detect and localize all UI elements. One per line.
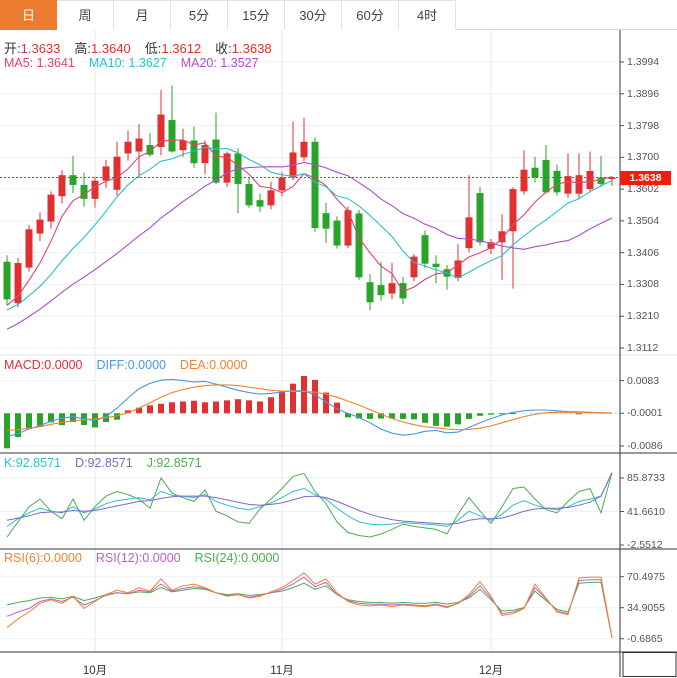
price-axis-label: 1.3112 xyxy=(627,342,659,355)
rsi-axis-label: 70.4975 xyxy=(627,570,665,583)
macd-value: MACD:0.0000 xyxy=(4,358,83,372)
low-label: 低: xyxy=(144,41,162,56)
tab-30min[interactable]: 30分 xyxy=(285,0,342,30)
price-axis-label: 1.3896 xyxy=(627,87,660,100)
tab-4hour[interactable]: 4时 xyxy=(399,0,456,30)
rsi-axis-label: -0.6865 xyxy=(627,632,663,645)
ma-legend: MA5: 1.3641 MA10: 1.3627 MA20: 1.3527 xyxy=(4,56,259,70)
rsi24-value: RSI(24):0.0000 xyxy=(194,551,280,565)
dea-value: DEA:0.0000 xyxy=(180,358,248,372)
d-value: D:92.8571 xyxy=(75,456,133,470)
kdj-axis-label: 85.8733 xyxy=(627,472,665,484)
kdj-axis-label: -2.5512 xyxy=(627,539,663,551)
j-value: J:92.8571 xyxy=(146,456,202,470)
diff-value: DIFF:0.0000 xyxy=(96,358,166,372)
close-value: 1.3638 xyxy=(231,41,272,56)
macd-axis-label: -0.0086 xyxy=(627,440,663,452)
price-axis-label: 1.3700 xyxy=(627,151,660,164)
xaxis-label-nov: 11月 xyxy=(270,665,294,677)
macd-axis-label: 0.0083 xyxy=(627,374,660,387)
close-label: 收: xyxy=(215,41,232,56)
rsi-legend: RSI(6):0.0000 RSI(12):0.0000 RSI(24):0.0… xyxy=(4,551,279,565)
chart-area: 开:1.3633 高:1.3640 低:1.3612 收:1.3638 MA5:… xyxy=(0,30,677,677)
period-tabbar: 日 周 月 5分 15分 30分 60分 4时 xyxy=(0,0,677,30)
ma20-value: MA20: 1.3527 xyxy=(180,56,259,70)
open-label: 开: xyxy=(4,41,21,56)
macd-axis-label: -0.0001 xyxy=(627,407,663,420)
price-axis-label: 1.3210 xyxy=(627,310,660,323)
tab-5min[interactable]: 5分 xyxy=(171,0,228,30)
rsi6-value: RSI(6):0.0000 xyxy=(4,551,82,565)
rsi-axis-label: 34.9055 xyxy=(627,601,665,614)
price-axis-label: 1.3504 xyxy=(627,214,660,227)
ma5-value: MA5: 1.3641 xyxy=(4,56,75,70)
xaxis-label-dec: 12月 xyxy=(478,665,504,677)
tab-60min[interactable]: 60分 xyxy=(342,0,399,30)
k-value: K:92.8571 xyxy=(4,456,61,470)
price-axis-label: 1.3994 xyxy=(627,56,660,68)
kdj-axis-label: 41.6610 xyxy=(627,505,665,518)
price-axis-label: 1.3798 xyxy=(627,119,660,132)
price-axis-label: 1.3308 xyxy=(627,278,660,291)
chart-canvas[interactable] xyxy=(0,30,677,677)
ohlc-legend: 开:1.3633 高:1.3640 低:1.3612 收:1.3638 xyxy=(4,38,272,57)
last-price-badge: 1.3638 xyxy=(620,171,671,185)
ma10-value: MA10: 1.3627 xyxy=(88,56,167,70)
macd-legend: MACD:0.0000 DIFF:0.0000 DEA:0.0000 xyxy=(4,358,247,372)
tab-month[interactable]: 月 xyxy=(114,0,171,30)
high-value: 1.3640 xyxy=(91,41,131,56)
tab-week[interactable]: 周 xyxy=(57,0,114,30)
high-label: 高: xyxy=(74,41,92,56)
tab-15min[interactable]: 15分 xyxy=(228,0,285,30)
low-value: 1.3612 xyxy=(161,41,202,56)
price-axis-label: 1.3602 xyxy=(627,183,660,196)
xaxis-label-oct: 10月 xyxy=(82,665,108,677)
kdj-legend: K:92.8571 D:92.8571 J:92.8571 xyxy=(4,456,202,470)
rsi12-value: RSI(12):0.0000 xyxy=(95,551,181,565)
open-value: 1.3633 xyxy=(20,41,61,56)
tab-day[interactable]: 日 xyxy=(0,0,57,30)
price-axis-label: 1.3406 xyxy=(627,246,660,259)
